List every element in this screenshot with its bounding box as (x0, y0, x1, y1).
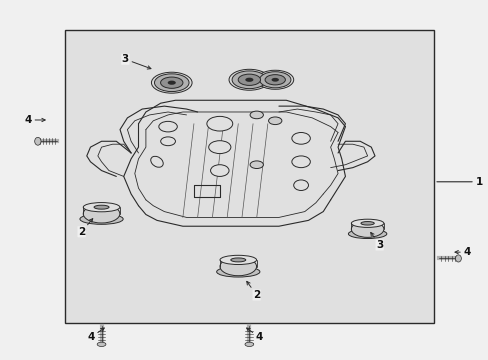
Ellipse shape (154, 74, 189, 91)
Text: 3: 3 (122, 54, 151, 69)
Text: 4: 4 (87, 328, 104, 342)
Ellipse shape (80, 214, 123, 224)
Ellipse shape (291, 156, 310, 168)
Ellipse shape (159, 121, 177, 132)
Ellipse shape (360, 221, 373, 225)
Ellipse shape (228, 69, 269, 90)
Ellipse shape (151, 72, 192, 93)
Ellipse shape (268, 117, 281, 125)
Text: 4: 4 (24, 115, 45, 125)
Ellipse shape (249, 161, 263, 168)
Ellipse shape (232, 71, 266, 89)
Ellipse shape (264, 75, 285, 85)
Bar (64, 30, 433, 323)
Text: 2: 2 (78, 219, 93, 237)
Ellipse shape (347, 229, 386, 239)
Ellipse shape (249, 111, 263, 119)
Ellipse shape (94, 205, 109, 209)
Ellipse shape (259, 72, 290, 88)
Ellipse shape (244, 342, 253, 346)
Ellipse shape (97, 342, 106, 346)
Ellipse shape (206, 116, 232, 131)
Ellipse shape (210, 165, 228, 176)
Ellipse shape (35, 138, 41, 145)
Ellipse shape (271, 78, 278, 82)
Ellipse shape (83, 203, 120, 212)
Ellipse shape (291, 132, 310, 144)
Ellipse shape (293, 180, 308, 190)
Ellipse shape (230, 258, 245, 262)
Ellipse shape (351, 221, 383, 237)
Ellipse shape (351, 219, 383, 228)
Ellipse shape (455, 255, 460, 262)
Text: 4: 4 (246, 328, 262, 342)
Text: 1: 1 (436, 177, 482, 187)
Ellipse shape (220, 257, 256, 276)
Ellipse shape (208, 141, 230, 154)
Ellipse shape (150, 156, 163, 167)
Text: 2: 2 (246, 282, 260, 300)
Ellipse shape (160, 77, 183, 88)
Text: 4: 4 (454, 247, 470, 257)
Ellipse shape (256, 70, 293, 89)
Ellipse shape (83, 204, 120, 223)
Ellipse shape (238, 74, 260, 85)
Ellipse shape (167, 81, 176, 85)
Ellipse shape (220, 255, 256, 265)
Ellipse shape (161, 137, 175, 146)
Text: 3: 3 (370, 233, 383, 250)
Ellipse shape (245, 78, 253, 82)
Ellipse shape (216, 266, 259, 277)
